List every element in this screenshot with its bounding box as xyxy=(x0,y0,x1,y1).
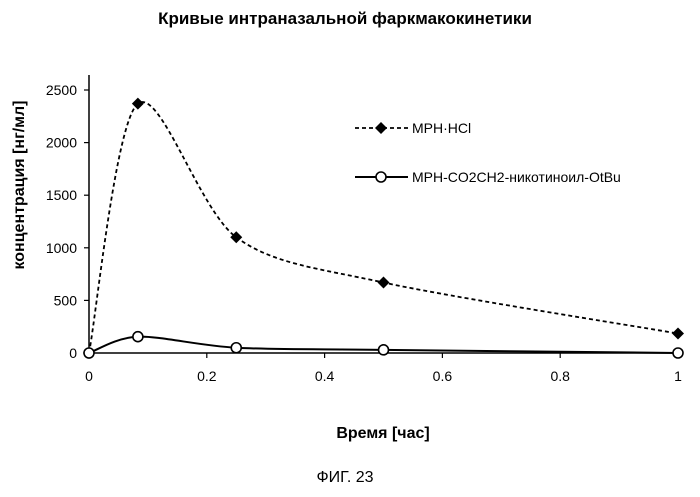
figure-caption: ФИГ. 23 xyxy=(316,469,373,486)
x-tick-label: 1 xyxy=(674,368,682,384)
data-point-diamond xyxy=(672,328,684,340)
data-point-diamond xyxy=(132,98,144,110)
data-point-circle xyxy=(231,343,241,353)
data-point-circle xyxy=(379,345,389,355)
legend-label: MPH·HCl xyxy=(412,120,471,136)
y-tick-label: 1000 xyxy=(46,240,77,256)
data-point-circle xyxy=(84,348,94,358)
data-point-circle xyxy=(673,348,683,358)
x-ticks: 0 0.2 0.4 0.6 0.8 1 xyxy=(85,353,682,384)
y-tick-label: 0 xyxy=(69,345,77,361)
y-axis-label: концентрация [нг/мл] xyxy=(11,100,28,269)
x-tick-label: 0.6 xyxy=(433,368,453,384)
legend-marker xyxy=(375,122,387,134)
legend-label: MPH-CO2CH2-никотиноил-OtBu xyxy=(412,169,621,185)
chart-title: Кривые интраназальной фаркмакокинетики xyxy=(158,9,532,28)
series-0 xyxy=(83,98,684,359)
axes xyxy=(89,75,678,353)
series-1 xyxy=(84,332,683,358)
legend-item: MPH-CO2CH2-никотиноил-OtBu xyxy=(355,169,621,185)
legend-item: MPH·HCl xyxy=(355,120,471,136)
x-axis-label: Время [час] xyxy=(336,425,429,442)
x-tick-label: 0.2 xyxy=(197,368,217,384)
x-tick-label: 0 xyxy=(85,368,93,384)
legend: MPH·HCl MPH-CO2CH2-никотиноил-OtBu xyxy=(355,120,621,185)
x-tick-label: 0.8 xyxy=(550,368,570,384)
y-ticks: 0 500 1000 1500 2000 2500 xyxy=(46,82,89,361)
x-tick-label: 0.4 xyxy=(315,368,335,384)
series-layer xyxy=(83,98,684,359)
legend-marker xyxy=(376,172,386,182)
y-tick-label: 1500 xyxy=(46,187,77,203)
data-point-circle xyxy=(133,332,143,342)
data-point-diamond xyxy=(378,277,390,289)
y-tick-label: 500 xyxy=(54,292,78,308)
y-tick-label: 2500 xyxy=(46,82,77,98)
y-tick-label: 2000 xyxy=(46,135,77,151)
series-line xyxy=(89,102,678,353)
